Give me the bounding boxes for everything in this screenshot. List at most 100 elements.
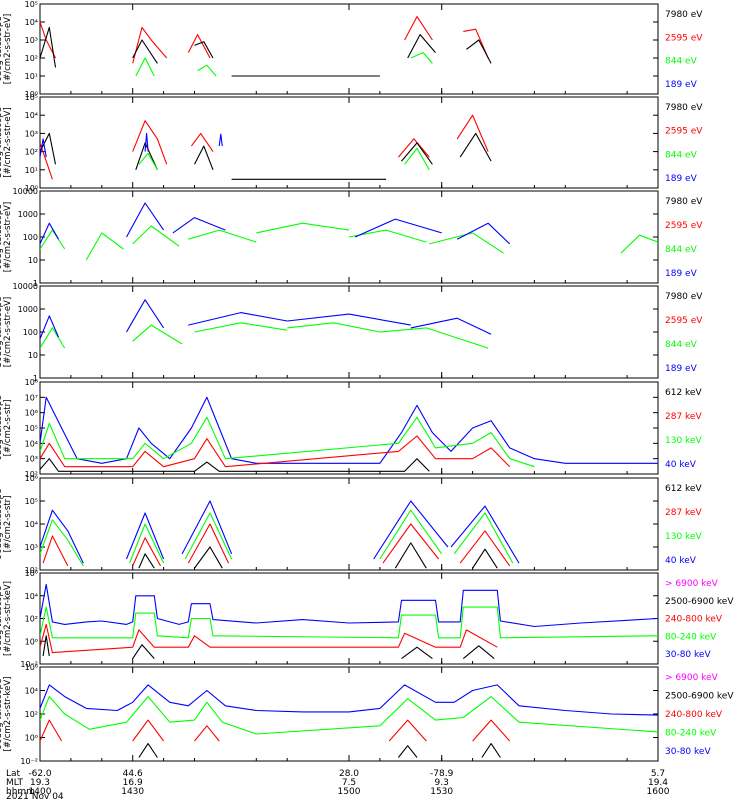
- y-tick-label: 10⁴: [25, 592, 38, 601]
- series-line-black: [194, 41, 214, 59]
- series-line-green: [287, 322, 381, 333]
- y-tick-label: 10000: [13, 187, 38, 196]
- legend-entry-black: 2500-6900 keV: [665, 692, 734, 702]
- y-tick-label: 10⁶: [25, 474, 38, 483]
- y-tick-label: 10²: [25, 615, 38, 624]
- series-line-blue: [354, 218, 442, 238]
- y-axis-label-line: [#/cm2-s-str]: [3, 496, 13, 553]
- legend-entry-blue: 40 keV: [665, 460, 697, 470]
- series-line-red: [463, 28, 489, 59]
- series-line-red: [382, 523, 440, 564]
- series-line-blue: [40, 315, 60, 340]
- chart-panel-6: 10²10³10⁴10⁵10⁶MEPEDElectron Flux90deg t…: [0, 474, 702, 575]
- legend-entry-green: 130 keV: [665, 532, 702, 542]
- series-line-green: [135, 57, 155, 77]
- y-axis-label-line: [#/cm2-s-str-eV]: [3, 107, 13, 177]
- series-line-green: [453, 512, 514, 564]
- plot-data: [40, 114, 492, 180]
- y-tick-label: 10⁰: [25, 637, 38, 646]
- series-line-black: [397, 745, 418, 758]
- series-line-red: [40, 719, 63, 742]
- series-line-red: [190, 132, 214, 152]
- series-line-green: [85, 232, 124, 261]
- y-axis-label-line: 0deg telescope: [0, 395, 4, 460]
- y-tick-label: 10⁸: [25, 378, 38, 387]
- series-line-black: [472, 548, 498, 569]
- legend-entry-blue: 30-80 keV: [665, 747, 711, 757]
- legend-entry-red: 240-800 keV: [665, 615, 723, 625]
- series-line-black: [194, 145, 214, 170]
- y-tick-label: 10⁶: [25, 569, 38, 578]
- series-line-green: [197, 64, 217, 77]
- series-line-red: [404, 16, 433, 41]
- plot-data: [40, 396, 658, 472]
- y-tick-label: 10⁴: [25, 520, 38, 529]
- y-tick-label: 10⁻²: [20, 660, 38, 669]
- series-line-black: [42, 635, 50, 657]
- series-line-red: [132, 537, 161, 567]
- series-line-blue: [40, 222, 59, 245]
- series-line-black: [481, 743, 501, 758]
- series-line-blue: [188, 312, 288, 326]
- x-tick-label-lat: 5.7: [651, 769, 665, 779]
- chart-panel-2: 10⁰10¹10²10³10⁴10⁵TEDElectron Flux30deg …: [0, 93, 703, 193]
- series-line-blue: [172, 217, 226, 234]
- series-line-green: [40, 519, 84, 567]
- y-tick-label: 100: [23, 328, 38, 337]
- y-axis-label-line: [#/cm2-s-str-keV]: [3, 677, 13, 752]
- y-tick-label: 10⁴: [25, 18, 38, 27]
- y-tick-label: 1000: [18, 210, 38, 219]
- series-line-black: [132, 644, 155, 659]
- y-tick-label: 10⁷: [25, 393, 38, 402]
- series-line-green: [410, 52, 433, 64]
- y-axis-label-line: [#/cm2-s-str-keV]: [3, 581, 13, 656]
- legend-entry-black: 7980 eV: [665, 197, 703, 207]
- y-axis-label-line: 0deg telescope: [0, 204, 4, 269]
- x-axis-row-label-hhmm: hhmm: [6, 787, 35, 797]
- x-tick-label-lat: 28.0: [339, 769, 359, 779]
- y-tick-label: 10¹: [25, 72, 38, 81]
- y-tick-label: 10⁰: [25, 90, 38, 99]
- plot-data: [40, 684, 658, 758]
- legend-entry-red: 2595 eV: [665, 33, 703, 43]
- series-line-green: [194, 322, 288, 333]
- y-tick-label: 10⁴: [25, 687, 38, 696]
- y-axis-label-line: [#/cm2-s-str-eV]: [3, 14, 13, 84]
- legend-entry-red: 287 keV: [665, 508, 702, 518]
- series-line-red: [187, 523, 229, 564]
- series-line-green: [379, 509, 443, 560]
- series-line-red: [132, 26, 168, 64]
- series-line-black: [401, 142, 433, 165]
- series-line-red: [388, 719, 427, 742]
- x-axis-row-label-lat: Lat: [6, 769, 21, 779]
- y-axis-label-line: 0deg telescope: [0, 16, 4, 81]
- series-line-blue: [40, 583, 658, 628]
- series-line-black: [407, 34, 436, 59]
- series-line-black: [138, 553, 155, 569]
- series-line-green: [188, 229, 257, 243]
- x-tick-label-mlt: 9.3: [435, 778, 449, 788]
- legend-entry-red: 287 keV: [665, 412, 702, 422]
- series-line-green: [40, 327, 66, 349]
- chart-panel-3: 110100100010000Proton Flux0deg telescope…: [0, 187, 703, 288]
- x-tick-label-lat: -62.0: [28, 769, 52, 779]
- series-line-green: [620, 234, 658, 254]
- y-tick-label: 10²: [25, 710, 38, 719]
- legend-entry-blue: 189 eV: [665, 364, 698, 374]
- series-line-black: [394, 542, 427, 569]
- series-line-black: [462, 645, 495, 660]
- x-tick-label-lat: 44.6: [123, 769, 143, 779]
- legend-entry-black: 612 keV: [665, 388, 702, 398]
- legend-entry-red: 2595 eV: [665, 127, 703, 137]
- series-line-green: [132, 225, 180, 247]
- series-line-blue: [126, 299, 165, 333]
- series-line-green: [40, 229, 66, 250]
- y-tick-label: 10²: [25, 470, 38, 479]
- y-tick-label: 10⁶: [25, 663, 38, 672]
- legend-entry-black: 7980 eV: [665, 292, 703, 302]
- series-line-black: [40, 26, 57, 68]
- series-line-green: [40, 696, 658, 735]
- series-line-blue: [40, 138, 47, 158]
- legend-entry-blue: 189 eV: [665, 80, 698, 90]
